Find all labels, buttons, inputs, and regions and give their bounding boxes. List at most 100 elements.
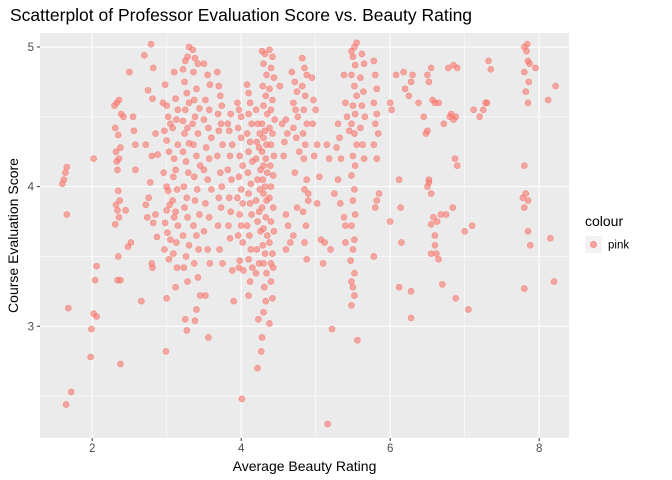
data-point [190,260,198,267]
data-point [524,99,532,107]
data-point [523,40,531,48]
data-point [300,155,308,162]
data-point [239,239,246,246]
data-point [204,176,211,183]
data-point [170,214,178,221]
data-point [301,186,308,193]
chart-title: Scatterplot of Professor Evaluation Scor… [10,5,472,25]
data-point [161,219,169,227]
data-point [544,96,552,104]
data-point [301,92,309,100]
data-point [122,207,129,214]
data-point [183,194,191,202]
data-point [87,353,94,361]
data-point [282,116,290,123]
data-point [173,239,180,246]
data-point [224,120,232,128]
data-point [453,64,461,72]
data-point [219,260,226,267]
data-point [200,60,208,68]
data-point [202,96,209,104]
data-point [142,141,150,149]
data-point [196,162,204,169]
data-point [266,46,273,54]
data-point [170,155,178,162]
data-point [67,388,75,396]
data-point [147,40,155,48]
data-point [214,68,221,76]
data-point [351,211,359,218]
data-point [336,134,343,142]
data-point [290,99,297,107]
data-point [132,141,139,149]
data-point [351,269,358,277]
data-point [295,148,303,156]
data-point [299,130,307,137]
data-point [120,113,127,121]
data-point [300,106,308,114]
data-point [281,138,288,146]
data-point [294,113,302,121]
data-points [59,39,559,428]
data-point [62,401,70,408]
data-point [395,176,403,183]
data-point [282,211,290,218]
data-point [169,197,176,204]
data-point [301,64,308,72]
data-point [427,221,435,228]
data-point [259,82,267,90]
x-axis-ticks: 2 4 6 8 [89,438,542,455]
data-point [430,214,437,221]
data-point [351,110,359,118]
data-point [371,204,379,211]
data-point [288,68,296,76]
data-point [193,232,200,239]
data-point [149,64,157,72]
data-point [111,221,119,228]
data-point [308,74,316,81]
data-point [215,194,223,202]
legend-key-point [590,241,597,248]
data-point [183,327,191,334]
data-point [262,214,270,221]
data-point [185,241,193,249]
data-point [375,190,383,197]
data-point [236,211,243,218]
data-point [193,306,200,313]
data-point [354,336,361,344]
data-point [253,246,261,253]
data-point [468,222,476,230]
data-point [337,155,345,162]
plot-panel [40,33,569,438]
data-point [293,204,301,211]
data-point [303,255,311,263]
data-point [245,89,252,97]
data-point [228,176,235,183]
x-tick-label: 6 [387,443,393,455]
data-point [313,141,321,149]
data-point [173,264,181,271]
data-point [270,152,278,160]
data-point [348,71,355,79]
data-point [148,260,156,267]
data-point [333,144,340,151]
data-point [256,130,264,137]
data-point [202,200,209,207]
data-point [252,155,260,162]
data-point [309,120,317,128]
data-point [111,124,119,132]
data-point [287,239,294,246]
data-point [351,292,358,299]
data-point [342,99,349,107]
data-point [483,99,491,107]
data-point [266,194,273,202]
data-point [398,239,405,246]
x-tick-label: 8 [536,443,542,455]
data-point [550,278,558,285]
data-point [181,78,188,86]
data-point [247,180,255,188]
data-point [271,116,279,123]
data-point [427,250,435,257]
data-point [205,334,212,341]
